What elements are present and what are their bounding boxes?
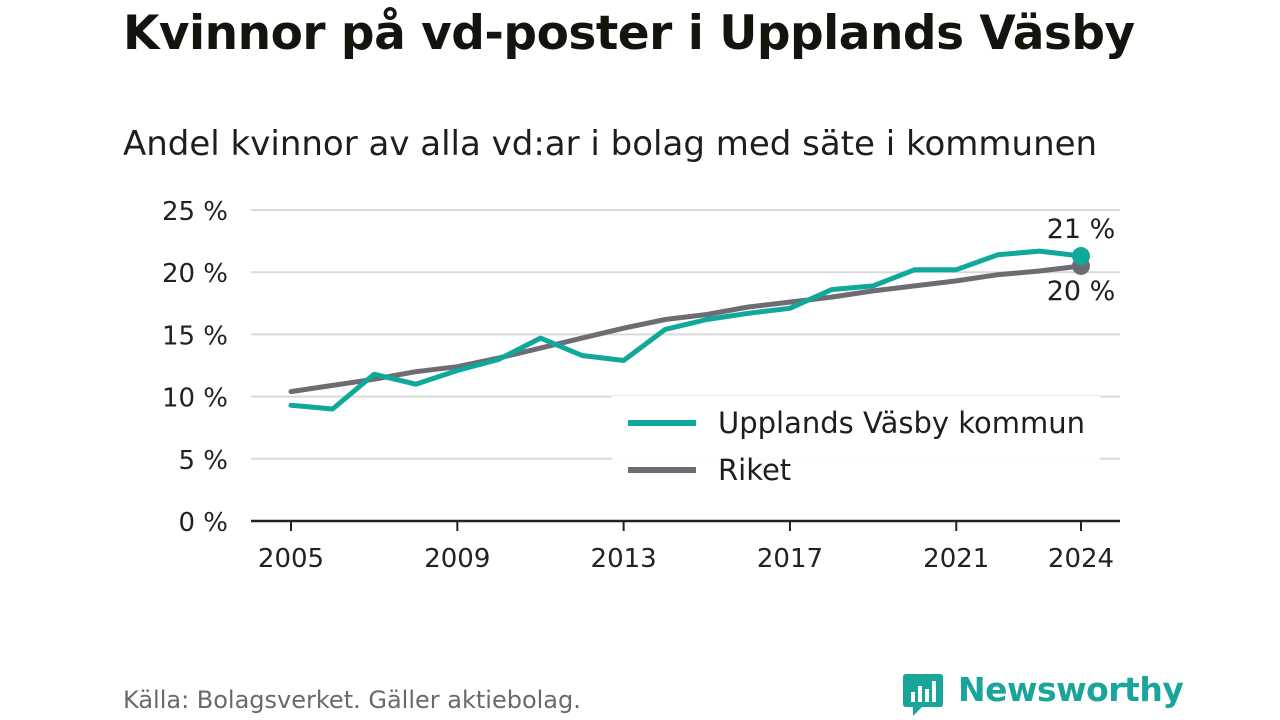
y-tick-label: 10 % <box>162 384 228 414</box>
newsworthy-logo-icon <box>903 674 943 716</box>
x-tick-label: 2013 <box>591 544 657 574</box>
y-tick-label: 20 % <box>162 259 228 289</box>
x-tick-label: 2005 <box>258 544 324 574</box>
series-line-riket <box>288 263 1084 395</box>
y-tick-label: 15 % <box>162 321 228 351</box>
legend-box <box>612 396 1100 492</box>
y-tick-label: 0 % <box>178 508 228 538</box>
end-label-upplands-vasby: 21 % <box>1047 214 1116 245</box>
legend: Upplands Väsby kommun Riket <box>612 396 1100 492</box>
x-tick-label: 2024 <box>1048 544 1114 574</box>
series-lines <box>288 247 1090 412</box>
series-line-upplands-vasby <box>288 248 1084 412</box>
y-axis-tick-labels: 0 % 5 % 10 % 15 % 20 % 25 % <box>162 197 228 538</box>
chart-title: Kvinnor på vd-poster i Upplands Väsby <box>123 6 1135 61</box>
chart-subtitle: Andel kvinnor av alla vd:ar i bolag med … <box>123 124 1098 164</box>
x-tick-label: 2009 <box>424 544 490 574</box>
source-note: Källa: Bolagsverket. Gäller aktiebolag. <box>123 686 581 714</box>
legend-label: Upplands Väsby kommun <box>718 406 1085 440</box>
end-labels: 21 % 20 % <box>1047 214 1116 307</box>
y-tick-label: 25 % <box>162 197 228 227</box>
x-axis: 2005 2009 2013 2017 2021 2024 <box>251 519 1120 574</box>
newsworthy-brand-text: Newsworthy <box>958 670 1184 709</box>
x-tick-label: 2017 <box>757 544 823 574</box>
legend-label: Riket <box>718 453 791 487</box>
x-tick-label: 2021 <box>923 544 989 574</box>
end-point-upplands-vasby <box>1072 247 1090 266</box>
y-tick-label: 5 % <box>178 446 228 476</box>
line-chart: 0 %5 %10 %15 %20 %25 % 2005 2009 2013 2017 2… <box>162 197 1120 574</box>
end-label-riket: 20 % <box>1047 276 1116 307</box>
